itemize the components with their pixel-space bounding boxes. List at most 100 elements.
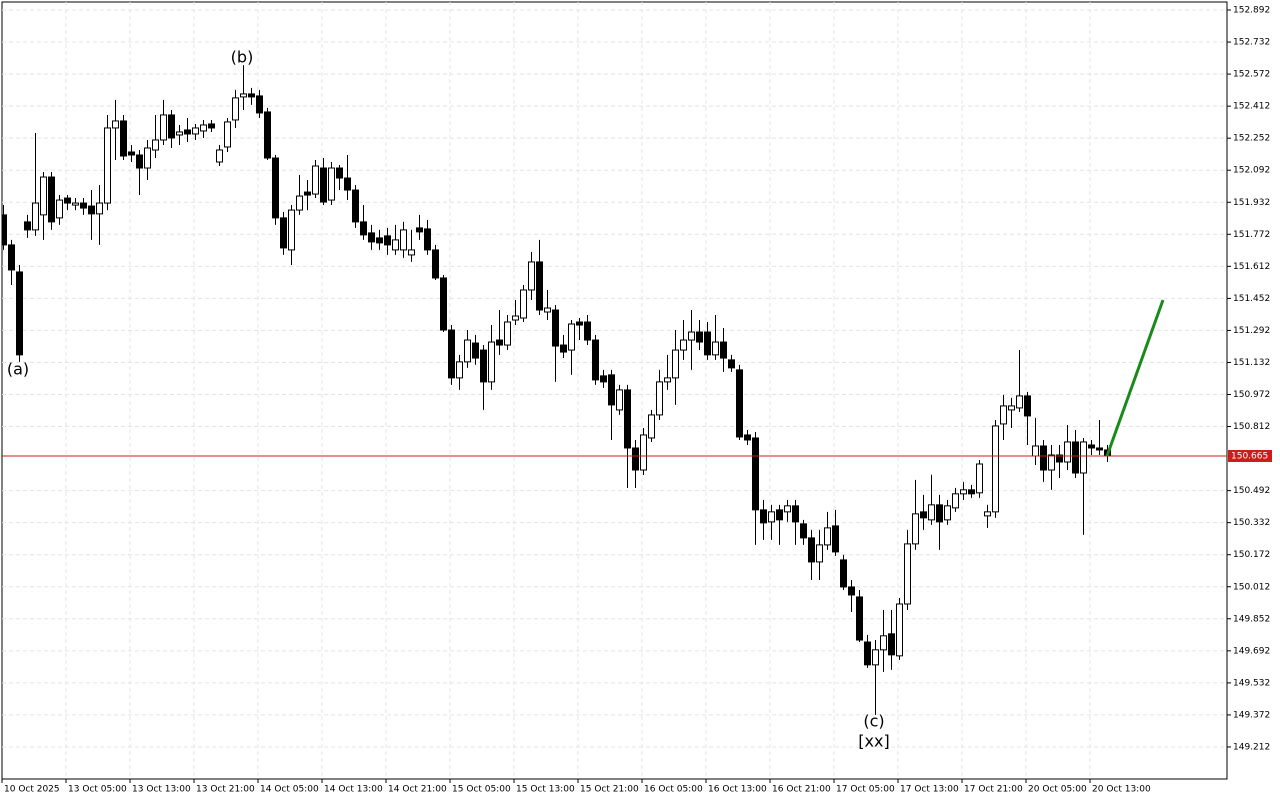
x-tick-label: 20 Oct 05:00 xyxy=(1028,785,1087,795)
candle-body xyxy=(1088,444,1095,449)
candle-body xyxy=(904,543,911,605)
x-tick-label: 14 Oct 05:00 xyxy=(260,785,319,795)
candle-body xyxy=(648,414,655,439)
candle-body xyxy=(520,289,527,319)
x-tick-label: 17 Oct 21:00 xyxy=(964,785,1023,795)
candle-body xyxy=(32,202,39,231)
candle-body xyxy=(712,341,719,356)
candle-body xyxy=(824,527,831,546)
x-tick-label: 13 Oct 05:00 xyxy=(68,785,127,795)
candle-body xyxy=(792,505,799,523)
candle-body xyxy=(680,339,687,351)
candle-body xyxy=(616,389,623,411)
candle-body xyxy=(304,191,311,196)
candle-body xyxy=(192,127,199,135)
x-tick-label: 10 Oct 2025 xyxy=(4,785,60,795)
candle-body xyxy=(120,120,127,157)
y-tick-label: 151.612 xyxy=(1233,262,1270,272)
candle-body xyxy=(720,341,727,359)
y-tick-label: 150.012 xyxy=(1233,582,1270,592)
candle-body xyxy=(328,167,335,201)
candle-body xyxy=(168,114,175,139)
candle-body xyxy=(768,511,775,523)
candle-body xyxy=(1072,441,1079,474)
candle-body xyxy=(808,537,815,563)
candle-body xyxy=(352,189,359,223)
x-tick-label: 15 Oct 13:00 xyxy=(516,785,575,795)
candles xyxy=(2,65,1227,715)
candle-body xyxy=(40,176,47,216)
candle-body xyxy=(216,149,223,163)
candle-body xyxy=(48,176,55,223)
y-tick-label: 151.772 xyxy=(1233,230,1270,240)
x-tick-label: 13 Oct 21:00 xyxy=(196,785,255,795)
current-price-label: 150.665 xyxy=(1231,451,1268,461)
candle-body xyxy=(296,195,303,211)
y-tick-label: 152.412 xyxy=(1233,102,1270,112)
candle-body xyxy=(1032,445,1039,457)
candle-body xyxy=(512,315,519,321)
candle-body xyxy=(1040,445,1047,471)
y-tick-label: 149.852 xyxy=(1233,614,1270,624)
candle-body xyxy=(496,339,503,346)
candle-body xyxy=(1024,395,1031,417)
candle-body xyxy=(176,131,183,136)
candle-body xyxy=(608,374,615,406)
candle-body xyxy=(848,586,855,596)
candle-body xyxy=(1056,454,1063,463)
candle-body xyxy=(1064,441,1071,463)
candle-body xyxy=(24,221,31,231)
candle-body xyxy=(72,202,79,206)
y-tick-label: 150.332 xyxy=(1233,518,1270,528)
candle-body xyxy=(472,342,479,359)
candle-body xyxy=(952,493,959,509)
y-tick-label: 150.492 xyxy=(1233,486,1270,496)
candle-body xyxy=(1096,447,1103,451)
candle-body xyxy=(576,321,583,326)
candle-body xyxy=(480,349,487,383)
y-tick-label: 150.172 xyxy=(1233,550,1270,560)
y-tick-label: 149.532 xyxy=(1233,678,1270,688)
candle-body xyxy=(704,331,711,356)
x-tick-label: 15 Oct 21:00 xyxy=(580,785,639,795)
candle-body xyxy=(752,437,759,511)
y-tick-label: 149.212 xyxy=(1233,742,1270,752)
candle-body xyxy=(56,199,63,219)
candle-body xyxy=(944,505,951,521)
candle-body xyxy=(312,165,319,195)
candle-body xyxy=(136,154,143,169)
candle-body xyxy=(728,359,735,369)
candle-body xyxy=(936,504,943,523)
candle-body xyxy=(456,361,463,379)
candle-body xyxy=(256,95,263,114)
candle-body xyxy=(432,249,439,279)
candle-body xyxy=(264,111,271,159)
y-tick-label: 151.132 xyxy=(1233,358,1270,368)
candle-body xyxy=(816,544,823,563)
x-tick-label: 14 Oct 13:00 xyxy=(324,785,383,795)
y-tick-label: 149.692 xyxy=(1233,646,1270,656)
candle-body xyxy=(160,114,167,141)
candle-body xyxy=(144,147,151,169)
candle-body xyxy=(64,197,71,204)
x-tick-label: 13 Oct 13:00 xyxy=(132,785,191,795)
wave-label: (a) xyxy=(7,360,29,379)
y-tick-label: 150.812 xyxy=(1233,422,1270,432)
y-tick-label: 151.292 xyxy=(1233,326,1270,336)
candle-body xyxy=(760,509,767,524)
candle-body xyxy=(912,513,919,545)
candle-body xyxy=(872,649,879,666)
x-tick-label: 16 Oct 13:00 xyxy=(708,785,767,795)
candle-body xyxy=(464,339,471,363)
candle-body xyxy=(248,93,255,98)
candle-body xyxy=(656,381,663,416)
y-tick-label: 149.372 xyxy=(1233,710,1270,720)
y-tick-label: 152.092 xyxy=(1233,166,1270,176)
candle-body xyxy=(360,221,367,236)
candle-body xyxy=(112,120,119,129)
candle-body xyxy=(920,511,927,519)
candle-body xyxy=(128,151,135,156)
candle-body xyxy=(376,237,383,244)
candle-body xyxy=(896,603,903,657)
